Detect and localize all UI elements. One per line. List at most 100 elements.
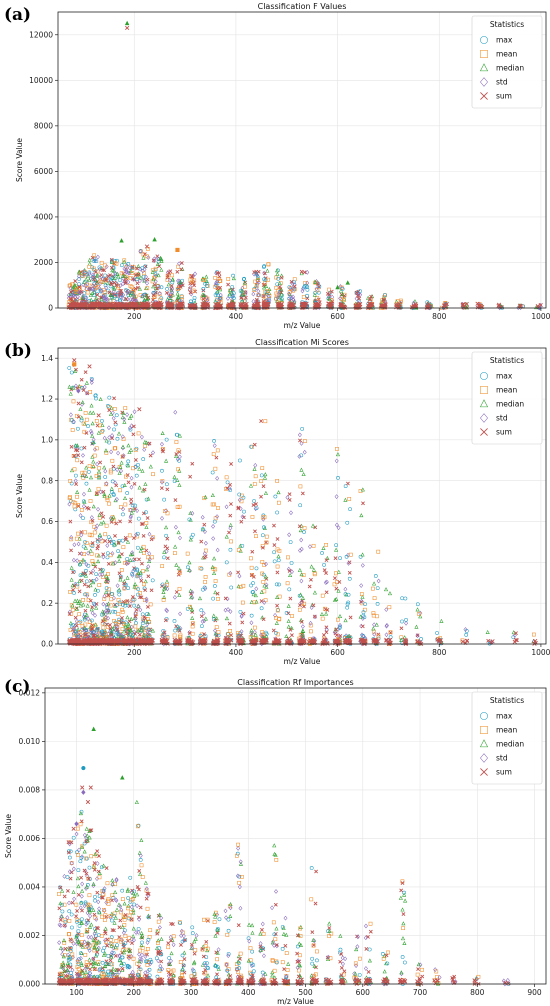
scatter-point: [141, 457, 146, 462]
scatter-point: [326, 294, 331, 300]
panel-letter: (a): [4, 5, 31, 25]
scatter-point: [111, 464, 116, 469]
scatter-point: [87, 532, 92, 537]
scatter-point: [69, 912, 74, 917]
scatter-point: [146, 555, 150, 560]
scatter-point: [359, 583, 364, 588]
scatter-point: [129, 624, 134, 630]
scatter-point: [126, 560, 131, 566]
scatter-point: [58, 918, 63, 922]
scatter-point: [128, 427, 133, 432]
y-tick-label: 2000: [34, 258, 53, 267]
scatter-point: [80, 557, 86, 562]
scatter-point: [140, 522, 145, 526]
scatter-point: [144, 510, 148, 515]
scatter-point: [104, 285, 109, 291]
scatter-point: [263, 472, 268, 477]
scatter-point: [239, 613, 244, 619]
scatter-point: [123, 582, 128, 587]
scatter-point: [172, 474, 177, 479]
scatter-point: [286, 566, 291, 572]
scatter-point: [298, 641, 303, 646]
scatter-point: [308, 620, 313, 626]
scatter-point: [266, 277, 270, 282]
scatter-point: [134, 532, 139, 537]
scatter-point: [94, 418, 99, 423]
scatter-point: [289, 561, 294, 565]
scatter-point: [145, 612, 149, 616]
scatter-point: [84, 592, 89, 597]
scatter-point: [101, 287, 106, 292]
scatter-point: [313, 291, 317, 295]
scatter-point: [124, 263, 129, 268]
scatter-point: [108, 553, 113, 558]
scatter-point: [329, 298, 334, 303]
scatter-point: [88, 410, 93, 415]
scatter-point: [71, 866, 76, 872]
scatter-point: [255, 281, 260, 286]
scatter-point: [272, 523, 276, 528]
scatter-point: [327, 296, 332, 301]
scatter-point: [218, 292, 223, 298]
scatter-point: [142, 582, 146, 587]
scatter-point: [215, 448, 220, 453]
scatter-point: [136, 637, 141, 642]
scatter-point: [138, 275, 143, 280]
scatter-point: [141, 616, 146, 621]
scatter-point: [178, 279, 183, 284]
scatter-point: [346, 481, 350, 486]
scatter-point: [113, 446, 118, 450]
scatter-point: [261, 580, 266, 584]
scatter-point: [277, 500, 281, 505]
scatter-point: [62, 894, 67, 899]
scatter-point: [360, 594, 365, 599]
scatter-point: [333, 576, 337, 581]
scatter-point: [91, 410, 96, 415]
scatter-point: [131, 633, 135, 637]
scatter-point: [90, 605, 95, 609]
scatter-point: [338, 296, 343, 301]
scatter-point: [312, 590, 317, 595]
scatter-point: [299, 619, 304, 624]
scatter-point: [103, 617, 108, 622]
scatter-point: [224, 475, 229, 480]
scatter-point: [116, 431, 122, 436]
scatter-point: [361, 501, 365, 506]
scatter-point: [164, 579, 170, 584]
scatter-point: [315, 303, 320, 308]
scatter-point: [254, 283, 259, 288]
scatter-point: [255, 275, 260, 280]
scatter-point: [145, 301, 150, 307]
scatter-point: [144, 497, 149, 502]
scatter-point: [321, 633, 326, 637]
scatter-point: [266, 262, 271, 267]
scatter-point: [239, 303, 244, 309]
scatter-point: [79, 508, 84, 512]
scatter-point: [88, 292, 93, 297]
scatter-point: [259, 473, 264, 478]
scatter-point: [91, 568, 96, 574]
scatter-point: [211, 452, 216, 457]
scatter-point: [252, 270, 257, 275]
scatter-point: [213, 466, 218, 471]
scatter-point: [70, 952, 75, 957]
scatter-point: [201, 587, 205, 592]
scatter-point: [74, 618, 79, 624]
scatter-point: [255, 272, 260, 278]
scatter-point: [218, 287, 223, 292]
scatter-point: [253, 625, 257, 630]
scatter-point: [113, 420, 118, 425]
scatter-point: [490, 639, 495, 644]
scatter-point: [73, 598, 78, 603]
scatter-point: [203, 616, 208, 621]
scatter-point: [67, 501, 72, 507]
scatter-point: [162, 586, 167, 591]
scatter-point: [276, 554, 281, 559]
scatter-point: [139, 595, 144, 600]
scatter-point: [135, 534, 140, 539]
scatter-point: [71, 627, 76, 632]
scatter-point: [260, 545, 265, 550]
scatter-point: [68, 495, 72, 499]
scatter-point: [67, 384, 72, 389]
scatter-point: [128, 519, 133, 524]
